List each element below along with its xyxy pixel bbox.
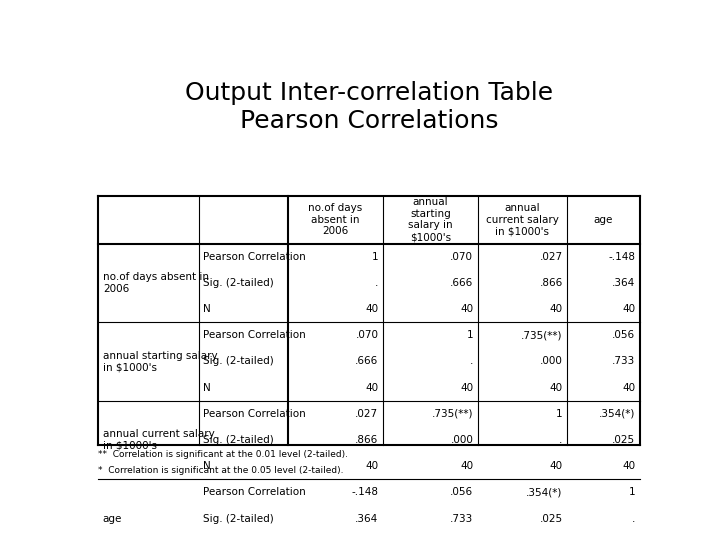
Text: 1: 1	[467, 330, 473, 340]
Text: 40: 40	[549, 304, 562, 314]
Text: N: N	[203, 461, 211, 471]
Text: 40: 40	[549, 461, 562, 471]
Text: 40: 40	[365, 383, 379, 393]
Text: Sig. (2-tailed): Sig. (2-tailed)	[203, 435, 274, 445]
Text: N: N	[203, 304, 211, 314]
Text: .: .	[559, 435, 562, 445]
Text: .070: .070	[356, 330, 379, 340]
Text: age: age	[103, 514, 122, 524]
Text: 40: 40	[365, 304, 379, 314]
Text: .056: .056	[612, 330, 635, 340]
Text: annual
starting
salary in
$1000's: annual starting salary in $1000's	[408, 197, 453, 242]
Text: .: .	[375, 278, 379, 288]
Text: 40: 40	[365, 461, 379, 471]
Text: .364: .364	[355, 514, 379, 524]
Text: Pearson Correlation: Pearson Correlation	[203, 488, 306, 497]
Text: Pearson Correlation: Pearson Correlation	[203, 252, 306, 262]
Text: .: .	[470, 356, 473, 367]
Text: .070: .070	[450, 252, 473, 262]
Text: .666: .666	[450, 278, 473, 288]
Text: .733: .733	[450, 514, 473, 524]
Text: -.148: -.148	[608, 252, 635, 262]
Text: annual
current salary
in $1000's: annual current salary in $1000's	[486, 203, 559, 237]
Text: .866: .866	[539, 278, 562, 288]
Text: **  Correlation is significant at the 0.01 level (2-tailed).: ** Correlation is significant at the 0.0…	[99, 450, 348, 459]
Text: annual starting salary
in $1000's: annual starting salary in $1000's	[103, 350, 217, 372]
Text: .364: .364	[612, 278, 635, 288]
Text: .354(*): .354(*)	[599, 409, 635, 419]
Text: 40: 40	[622, 304, 635, 314]
Text: 40: 40	[622, 383, 635, 393]
Text: Pearson Correlation: Pearson Correlation	[203, 330, 306, 340]
Text: Sig. (2-tailed): Sig. (2-tailed)	[203, 278, 274, 288]
Text: age: age	[594, 215, 613, 225]
Text: .000: .000	[451, 435, 473, 445]
Text: 1: 1	[372, 252, 379, 262]
Text: no.of days absent in
2006: no.of days absent in 2006	[103, 272, 209, 294]
Text: 1: 1	[629, 488, 635, 497]
Text: Output Inter-correlation Table
Pearson Correlations: Output Inter-correlation Table Pearson C…	[185, 82, 553, 133]
Text: 40: 40	[549, 383, 562, 393]
Text: .735(**): .735(**)	[521, 330, 562, 340]
Text: .666: .666	[355, 356, 379, 367]
Text: .866: .866	[355, 435, 379, 445]
Text: .027: .027	[539, 252, 562, 262]
Text: .354(*): .354(*)	[526, 488, 562, 497]
Text: .025: .025	[539, 514, 562, 524]
Text: Sig. (2-tailed): Sig. (2-tailed)	[203, 514, 274, 524]
Text: 40: 40	[460, 461, 473, 471]
Text: Pearson Correlation: Pearson Correlation	[203, 409, 306, 419]
Text: 40: 40	[460, 383, 473, 393]
Text: .027: .027	[356, 409, 379, 419]
Text: 1: 1	[556, 409, 562, 419]
Text: Sig. (2-tailed): Sig. (2-tailed)	[203, 356, 274, 367]
Text: .733: .733	[612, 356, 635, 367]
Text: .025: .025	[612, 435, 635, 445]
Text: *  Correlation is significant at the 0.05 level (2-tailed).: * Correlation is significant at the 0.05…	[99, 466, 344, 475]
Text: .000: .000	[540, 356, 562, 367]
Text: 40: 40	[622, 461, 635, 471]
Text: annual current salary
in $1000's: annual current salary in $1000's	[103, 429, 215, 451]
Text: N: N	[203, 383, 211, 393]
Text: -.148: -.148	[351, 488, 379, 497]
Text: no.of days
absent in
2006: no.of days absent in 2006	[308, 203, 363, 237]
Text: .056: .056	[450, 488, 473, 497]
Text: .735(**): .735(**)	[432, 409, 473, 419]
Text: 40: 40	[460, 304, 473, 314]
Text: .: .	[631, 514, 635, 524]
